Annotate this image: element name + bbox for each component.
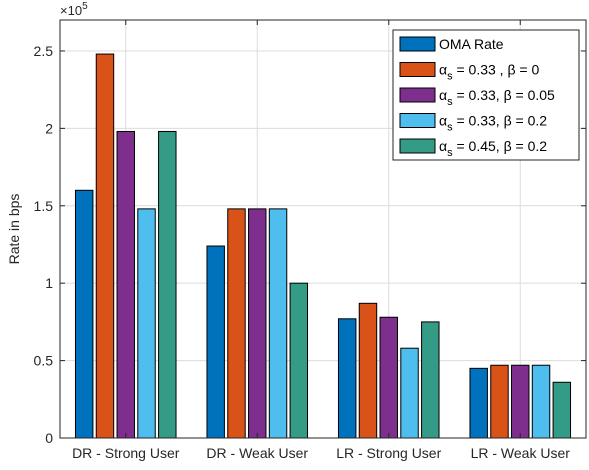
legend-swatch (399, 36, 436, 52)
legend-swatch (399, 113, 436, 128)
y-tick-label: 0 (45, 430, 53, 446)
bar (227, 208, 246, 439)
bar (158, 130, 177, 439)
bar (531, 364, 551, 439)
legend-swatch (399, 138, 436, 154)
bar (358, 302, 378, 439)
bar (490, 364, 509, 439)
y-tick-label: 2.5 (34, 43, 54, 59)
bar (137, 208, 156, 439)
legend-label: αs = 0.33 , β = 0 (439, 62, 539, 83)
y-tick-label: 0.5 (34, 353, 54, 369)
bar (95, 53, 115, 439)
bar (206, 245, 225, 439)
y-tick-label: 1.5 (34, 198, 54, 214)
y-tick-label: 1 (45, 275, 53, 291)
y-axis-title: Rate in bps (6, 194, 22, 265)
bar (400, 347, 419, 439)
legend-label: αs = 0.45, β = 0.2 (439, 138, 547, 159)
exponent-base: ×10 (60, 3, 82, 18)
bar (268, 208, 288, 439)
legend-swatch (399, 62, 436, 77)
bar (552, 381, 572, 439)
plot-frame (59, 19, 587, 439)
legend-label: OMA Rate (439, 36, 504, 52)
bar (379, 316, 398, 439)
bars (74, 53, 572, 439)
y-tick-labels: 0 0.5 1 1.5 2 2.5 (34, 43, 54, 446)
bar (116, 130, 135, 439)
bar (74, 189, 94, 439)
x-tick-label: LR - Weak User (471, 445, 571, 461)
bar (511, 364, 530, 439)
x-tick-labels: DR - Strong User DR - Weak User LR - Stron… (72, 445, 570, 461)
exponent-power: 5 (82, 1, 88, 12)
legend-swatch (399, 87, 436, 103)
x-tick-label: DR - Weak User (206, 445, 308, 461)
y-tick-label: 2 (45, 120, 53, 136)
bar (289, 282, 309, 439)
bar (421, 321, 440, 439)
bar (469, 367, 488, 439)
bar (248, 208, 267, 439)
legend: OMA Rate αs = 0.33 , β = 0 αs = 0.33, β = … (392, 29, 580, 161)
x-tick-label: DR - Strong User (72, 445, 180, 461)
legend-label: αs = 0.33, β = 0.05 (439, 87, 555, 108)
legend-label: αs = 0.33, β = 0.2 (439, 113, 547, 134)
axis-exponent: ×105 (60, 1, 88, 18)
tick-marks (60, 20, 586, 439)
bar (337, 318, 357, 439)
x-tick-label: LR - Strong User (336, 445, 441, 461)
